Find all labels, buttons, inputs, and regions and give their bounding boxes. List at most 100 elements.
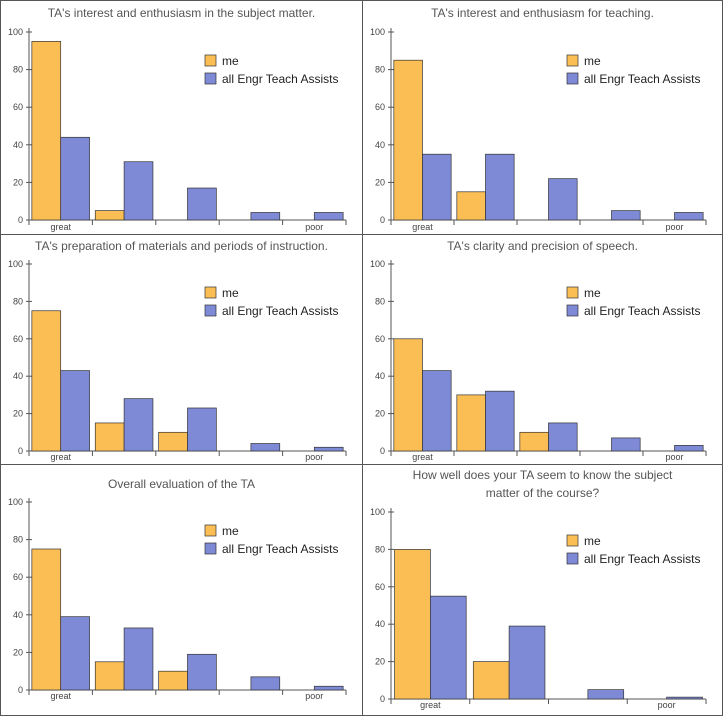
legend-swatch-me [204,54,217,67]
y-tick-label: 80 [375,296,385,306]
bar-me-3 [158,670,188,691]
y-tick-label: 20 [375,177,385,187]
legend-swatch-me [566,534,579,547]
y-tick-label: 0 [18,685,23,695]
bar-all-4 [250,443,281,452]
y-tick-label: 0 [380,694,385,704]
legend-label-all: all Engr Teach Assists [584,552,701,566]
bar-all-5 [313,212,344,221]
bar-all-5 [674,212,704,221]
legend-label-all: all Engr Teach Assists [584,304,701,318]
chart-title: matter of the course? [486,486,600,500]
bar-all-3 [587,689,625,700]
bar-all-1 [60,616,90,691]
y-tick-label: 60 [375,102,385,112]
legend-swatch-all [566,72,579,85]
bar-me-2 [472,661,510,700]
chart-panel-6: How well does your TA seem to know the s… [363,465,722,715]
bar-all-2 [485,153,515,221]
bar-all-2 [485,390,515,452]
bar-all-1 [60,136,90,221]
bar-all-4 [250,676,281,691]
bar-me-3 [519,431,549,452]
y-tick-label: 0 [380,446,385,456]
y-tick-label: 60 [13,572,23,582]
legend-swatch-all [204,72,217,85]
bar-me-1 [393,338,423,452]
x-tick-label: poor [665,222,683,232]
y-tick-label: 0 [18,446,23,456]
y-tick-label: 40 [375,619,385,629]
legend-label-all: all Engr Teach Assists [222,304,339,318]
y-tick-label: 80 [13,535,23,545]
y-tick-label: 40 [375,140,385,150]
bar-all-5 [313,685,344,691]
chart-6-svg: How well does your TA seem to know the s… [370,468,707,710]
legend-swatch-me [204,286,217,299]
x-tick-label: great [50,691,71,701]
chart-1-svg: TA's interest and enthusiasm in the subj… [8,6,347,232]
bar-me-2 [456,394,486,452]
x-tick-label: poor [305,452,323,462]
chart-2-svg: TA's interest and enthusiasm for teachin… [370,6,707,232]
bar-me-2 [456,191,486,221]
bar-all-4 [611,437,641,452]
bar-all-4 [250,212,281,221]
y-tick-label: 60 [13,102,23,112]
x-tick-label: great [412,452,433,462]
x-tick-label: great [420,700,441,710]
bar-me-2 [94,422,125,452]
bar-all-4 [666,696,703,700]
bar-all-3 [187,653,217,691]
x-tick-label: poor [665,452,683,462]
y-tick-label: 80 [375,65,385,75]
chart-title: TA's interest and enthusiasm in the subj… [48,6,316,20]
chart-5-svg: Overall evaluation of the TA 0 20 40 60 80 100… [8,477,347,701]
x-tick-label: poor [658,700,676,710]
legend-label-me: me [584,286,601,300]
chart-panel-4: TA's clarity and precision of speech. 0 20… [363,235,722,464]
legend-label-me: me [584,534,601,548]
bar-all-5 [674,445,704,452]
bar-me-2 [94,210,125,221]
y-tick-label: 80 [13,65,23,75]
chart-panel-3: TA's preparation of materials and period… [1,235,362,464]
legend-swatch-all [566,552,579,565]
x-tick-label: great [412,222,433,232]
chart-panel-5: Overall evaluation of the TA 0 20 40 60 80 100… [1,465,362,715]
bar-all-4 [611,210,641,221]
y-tick-label: 100 [370,259,385,269]
bar-all-2 [123,398,154,452]
y-tick-label: 60 [375,582,385,592]
chart-title: TA's interest and enthusiasm for teachin… [431,6,654,20]
bar-all-1 [422,153,452,221]
y-tick-label: 80 [375,544,385,554]
legend-label-me: me [222,286,239,300]
y-tick-label: 40 [13,140,23,150]
x-tick-label: poor [305,222,323,232]
chart-title: TA's clarity and precision of speech. [447,239,638,253]
y-tick-label: 100 [8,27,23,37]
bar-all-2 [508,625,546,700]
bar-me-2 [94,661,125,691]
y-tick-label: 0 [18,215,23,225]
y-tick-label: 40 [13,371,23,381]
x-tick-label: poor [305,691,323,701]
legend-label-all: all Engr Teach Assists [222,542,339,556]
legend-label-all: all Engr Teach Assists [222,72,339,86]
legend-swatch-me [204,524,217,537]
chart-panel-2: TA's interest and enthusiasm for teachin… [363,1,722,234]
legend-swatch-all [204,304,217,317]
y-tick-label: 100 [8,259,23,269]
bar-me-1 [31,548,62,691]
bar-me-1 [393,59,423,221]
legend-label-all: all Engr Teach Assists [584,72,701,86]
bar-all-3 [548,178,578,221]
bar-all-2 [123,161,154,221]
y-tick-label: 20 [375,657,385,667]
bar-all-5 [313,446,344,452]
legend-swatch-me [566,286,579,299]
y-tick-label: 80 [13,296,23,306]
bar-all-1 [422,370,452,452]
chart-title: Overall evaluation of the TA [108,477,255,491]
